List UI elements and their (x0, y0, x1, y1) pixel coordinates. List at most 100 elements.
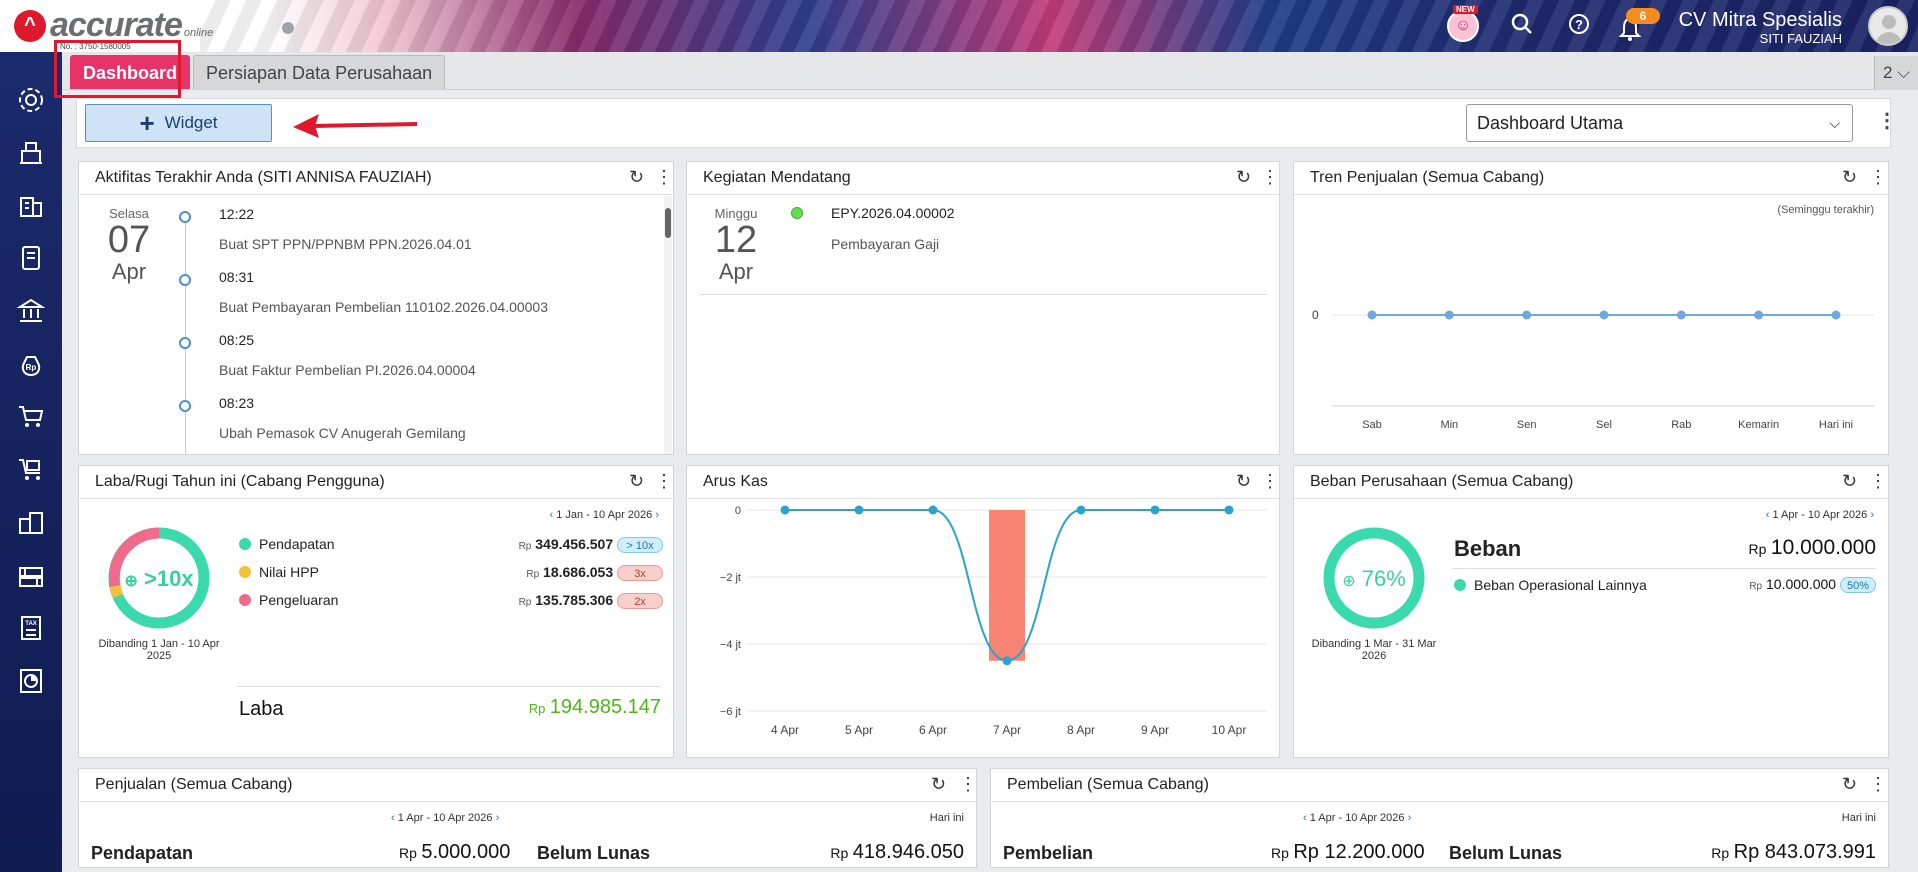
data-point (1522, 310, 1532, 320)
building-icon[interactable] (15, 189, 47, 221)
data-point (1676, 310, 1686, 320)
period-selector[interactable]: ‹ 1 Apr - 10 Apr 2026 › (1766, 509, 1874, 521)
y-tick-label: −2 jt (720, 572, 741, 584)
tab-persiapan-data[interactable]: Persiapan Data Perusahaan (193, 55, 446, 89)
refresh-icon[interactable]: ↻ (629, 167, 645, 187)
scrollbar-thumb[interactable] (665, 208, 671, 238)
refresh-icon[interactable]: ↻ (1842, 167, 1858, 187)
pendapatan-value: Rp 5.000.000 (399, 841, 511, 863)
laba-label: Laba (239, 698, 284, 720)
toolbar-more-icon[interactable]: ⋮ (1877, 110, 1897, 132)
x-tick-label: 5 Apr (845, 723, 873, 737)
refresh-icon[interactable]: ↻ (1842, 471, 1858, 491)
purchase-cart-icon[interactable] (15, 453, 47, 485)
data-point (1076, 505, 1086, 515)
period-selector[interactable]: ‹ 1 Jan - 10 Apr 2026 › (550, 509, 659, 521)
event-code[interactable]: EPY.2026.04.00002 (831, 205, 955, 221)
tax-icon[interactable]: TAX (15, 612, 47, 644)
chevron-left-icon[interactable]: ‹ (1765, 509, 1770, 521)
refresh-icon[interactable]: ↻ (1236, 167, 1252, 187)
laba-row[interactable]: Nilai HPP Rp 18.686.053 3x (239, 564, 663, 586)
asset-icon[interactable] (15, 559, 47, 591)
activity-item[interactable]: 08:25 Buat Faktur Pembelian PI.2026.04.00… (179, 332, 649, 392)
chevron-right-icon[interactable]: › (1870, 509, 1874, 521)
chevron-left-icon[interactable]: ‹ (391, 812, 395, 824)
activity-item[interactable]: 08:23 Ubah Pemasok CV Anugerah Gemilang (179, 395, 649, 455)
report-chart-icon[interactable] (15, 665, 47, 697)
x-tick-label: 4 Apr (771, 723, 799, 737)
timeline-dot-icon (179, 400, 191, 412)
refresh-icon[interactable]: ↻ (1842, 774, 1858, 794)
beban-ring-chart (1323, 527, 1425, 629)
chevron-left-icon[interactable]: ‹ (1303, 812, 1307, 824)
arus-kas-chart: 0 −2 jt −4 jt −6 jt 4 Apr 5 Apr 6 Apr 7 Apr 8 Ap… (720, 505, 1267, 737)
data-point (1754, 310, 1764, 320)
widget-menu-icon[interactable]: ⋮ (1261, 471, 1279, 491)
event-desc: Pembayaran Gaji (831, 236, 940, 252)
bank-icon[interactable] (15, 295, 47, 327)
tab-overflow-menu[interactable]: 2 ⌵ (1874, 56, 1918, 90)
tab-dashboard[interactable]: Dashboard (70, 55, 191, 89)
company-info[interactable]: CV Mitra Spesialis SITI FAUZIAH (1679, 9, 1842, 47)
x-tick-label: 6 Apr (919, 723, 947, 737)
scrollbar[interactable] (664, 196, 672, 454)
period-label: 1 Apr - 10 Apr 2026 (1309, 812, 1405, 824)
activity-item[interactable]: 08:31 Buat Pembayaran Pembelian 110102.20… (179, 269, 649, 329)
chevron-right-icon[interactable]: › (495, 812, 500, 824)
widget-menu-icon[interactable]: ⋮ (655, 471, 673, 491)
widget-arus-kas: Arus Kas ↻ ⋮ 0 −2 jt −4 jt −6 jt 4 Apr 5 Apr 6… (686, 465, 1280, 758)
widget-menu-icon[interactable]: ⋮ (959, 774, 977, 794)
company-setup-icon[interactable] (15, 136, 47, 168)
legend-dot-icon (239, 594, 251, 606)
y-tick-label: −4 jt (720, 639, 741, 651)
highlight-annotation (54, 40, 181, 98)
settings-gear-icon[interactable] (15, 84, 47, 116)
legend-dot-icon (239, 538, 251, 550)
shopping-cart-icon[interactable] (15, 400, 47, 432)
beban-item-value: Rp 10.000.000 50% (1749, 576, 1876, 593)
dashboard-toolbar: + Widget Dashboard Utama ⌵ ⋮ (76, 98, 1897, 148)
user-avatar[interactable] (1868, 6, 1908, 46)
widget-menu-icon[interactable]: ⋮ (1869, 167, 1887, 187)
dashboard-select[interactable]: Dashboard Utama ⌵ (1466, 104, 1853, 142)
compare-label: Dibanding 1 Mar - 31 Mar 2026 (1311, 638, 1437, 662)
accurate-logo[interactable]: ^ accurate online (14, 6, 213, 45)
chevron-right-icon[interactable]: › (655, 509, 659, 521)
refresh-icon[interactable]: ↻ (931, 774, 947, 794)
period-selector[interactable]: ‹ 1 Apr - 10 Apr 2026 › (1303, 812, 1411, 824)
search-icon[interactable] (1510, 12, 1534, 42)
widget-menu-icon[interactable]: ⋮ (1261, 167, 1279, 187)
chevron-left-icon[interactable]: ‹ (549, 509, 554, 521)
hari-ini-label[interactable]: Hari ini (1841, 812, 1876, 824)
help-icon[interactable]: ? (1567, 12, 1591, 42)
ledger-book-icon[interactable] (15, 242, 47, 274)
hari-ini-label[interactable]: Hari ini (929, 812, 964, 824)
new-feature-avatar-icon[interactable]: ☺ (1447, 10, 1479, 42)
activity-item[interactable]: 12:22 Buat SPT PPN/PPNBM PPN.2026.04.01 (179, 206, 649, 266)
widget-button-label: Widget (164, 113, 218, 132)
widget-menu-icon[interactable]: ⋮ (655, 167, 673, 187)
period-selector[interactable]: ‹ 1 Apr - 10 Apr 2026 › (391, 812, 499, 824)
activity-time: 12:22 (219, 206, 255, 222)
ratio-value: ⊕ >10x (124, 566, 194, 591)
refresh-icon[interactable]: ↻ (629, 471, 645, 491)
money-bag-icon[interactable]: Rp (15, 348, 47, 380)
x-tick-label: 7 Apr (993, 723, 1021, 737)
laba-row[interactable]: Pengeluaran Rp 135.785.306 2x (239, 592, 663, 614)
laba-row[interactable]: Pendapatan Rp 349.456.507 > 10x (239, 536, 663, 558)
legend-dot-icon (239, 566, 251, 578)
status-dot-icon (282, 22, 294, 34)
x-tick-label: 8 Apr (1067, 723, 1095, 737)
widget-menu-icon[interactable]: ⋮ (1869, 471, 1887, 491)
refresh-icon[interactable]: ↻ (1236, 471, 1252, 491)
chevron-right-icon[interactable]: › (1407, 812, 1412, 824)
widget-menu-icon[interactable]: ⋮ (1869, 774, 1887, 794)
inventory-icon[interactable] (15, 506, 47, 538)
activity-desc: Buat SPT PPN/PPNBM PPN.2026.04.01 (219, 236, 472, 252)
beban-item[interactable]: Beban Operasional Lainnya (1454, 577, 1647, 593)
company-name: CV Mitra Spesialis (1678, 9, 1842, 31)
activity-time: 08:25 (219, 332, 255, 348)
add-widget-button[interactable]: + Widget (85, 104, 272, 142)
tab-bar: Dashboard Persiapan Data Perusahaan 2 ⌵ (62, 52, 1918, 90)
data-point (1002, 656, 1012, 666)
